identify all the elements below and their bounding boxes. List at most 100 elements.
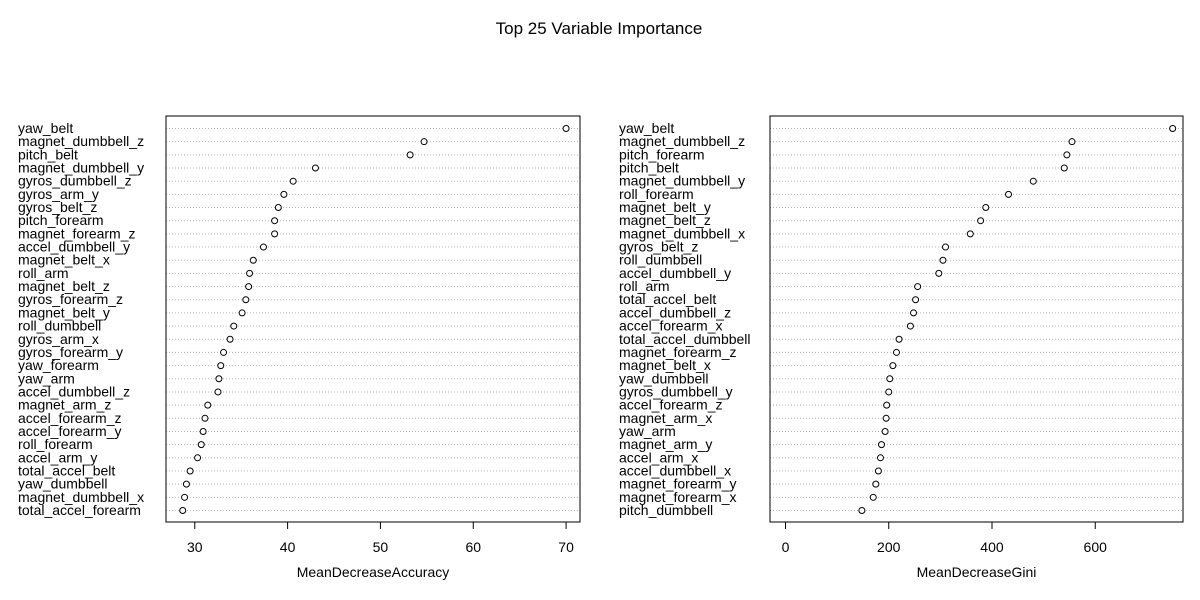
- category-label: accel_dumbbell_y: [619, 265, 731, 281]
- category-label: magnet_belt_z: [619, 212, 711, 228]
- category-label: magnet_forearm_x: [619, 489, 737, 505]
- category-label: accel_dumbbell_z: [619, 304, 731, 320]
- data-point: [246, 269, 254, 277]
- data-point: [271, 230, 279, 238]
- category-label: magnet_belt_y: [18, 304, 110, 320]
- category-label: pitch_belt: [619, 160, 679, 176]
- data-point: [280, 190, 288, 198]
- category-label: gyros_forearm_y: [18, 344, 123, 360]
- x-tick-label: 600: [1084, 539, 1108, 555]
- category-label: gyros_belt_z: [18, 199, 97, 215]
- category-label: total_accel_belt: [18, 462, 115, 478]
- x-tick-label: 400: [980, 539, 1004, 555]
- data-point: [869, 493, 877, 501]
- category-label: accel_arm_y: [18, 449, 97, 465]
- category-label: roll_dumbbell: [18, 318, 101, 334]
- data-point: [906, 322, 914, 330]
- category-label: pitch_forearm: [619, 146, 705, 162]
- plot-frame: [165, 115, 581, 523]
- x-tick-label: 60: [465, 539, 481, 555]
- data-point: [1063, 151, 1071, 159]
- data-point: [910, 309, 918, 317]
- category-label: yaw_forearm: [18, 357, 99, 373]
- data-point: [226, 335, 234, 343]
- data-point: [199, 427, 207, 435]
- plot-frame: [769, 115, 1184, 523]
- data-point: [1068, 138, 1076, 146]
- data-point: [942, 243, 950, 251]
- category-label: total_accel_belt: [619, 291, 716, 307]
- x-tick-label: 50: [373, 539, 389, 555]
- category-label: magnet_belt_x: [619, 357, 711, 373]
- category-label: magnet_arm_z: [18, 397, 111, 413]
- category-label: accel_dumbbell_y: [18, 239, 130, 255]
- data-point: [194, 454, 202, 462]
- x-tick-label: 70: [558, 539, 574, 555]
- x-tick-label: 30: [187, 539, 203, 555]
- category-label: magnet_dumbbell_z: [18, 133, 144, 149]
- data-point: [182, 480, 190, 488]
- data-point: [562, 125, 570, 132]
- category-label: yaw_arm: [619, 423, 676, 439]
- category-label: total_accel_forearm: [18, 502, 141, 518]
- category-label: gyros_belt_z: [619, 239, 698, 255]
- category-label: magnet_dumbbell_y: [619, 173, 745, 189]
- category-label: pitch_dumbbell: [619, 502, 713, 518]
- gini-panel: yaw_beltmagnet_dumbbell_zpitch_forearmpi…: [619, 115, 1184, 580]
- data-point: [889, 362, 897, 370]
- category-label: yaw_dumbbell: [619, 370, 709, 386]
- accuracy-panel: yaw_beltmagnet_dumbbell_zpitch_beltmagne…: [18, 115, 581, 580]
- category-label: accel_forearm_y: [18, 423, 122, 439]
- data-point: [914, 283, 922, 291]
- category-label: magnet_arm_y: [619, 436, 712, 452]
- data-point: [197, 441, 205, 449]
- x-tick-label: 200: [877, 539, 901, 555]
- category-label: magnet_arm_x: [619, 410, 712, 426]
- category-label: accel_forearm_z: [619, 397, 723, 413]
- data-point: [872, 480, 880, 488]
- category-label: magnet_forearm_y: [619, 476, 737, 492]
- x-tick-label: 0: [782, 539, 790, 555]
- category-label: roll_dumbbell: [619, 252, 702, 268]
- data-point: [201, 414, 209, 422]
- data-point: [274, 204, 282, 212]
- data-point: [1060, 164, 1068, 172]
- data-point: [179, 507, 187, 514]
- data-point: [1005, 190, 1013, 198]
- category-label: magnet_dumbbell_x: [18, 489, 144, 505]
- data-point: [966, 230, 974, 238]
- category-label: gyros_arm_x: [18, 331, 99, 347]
- data-point: [874, 467, 882, 475]
- category-label: roll_forearm: [619, 186, 694, 202]
- category-label: roll_forearm: [18, 436, 93, 452]
- category-label: roll_arm: [619, 278, 670, 294]
- data-point: [204, 401, 212, 409]
- chart-title: Top 25 Variable Importance: [496, 19, 703, 38]
- category-label: accel_forearm_z: [18, 410, 122, 426]
- data-point: [982, 204, 990, 212]
- category-label: yaw_belt: [619, 120, 674, 136]
- data-point: [289, 177, 297, 185]
- category-label: pitch_forearm: [18, 212, 104, 228]
- category-label: yaw_arm: [18, 370, 75, 386]
- data-point: [895, 335, 903, 343]
- data-point: [935, 269, 943, 277]
- x-tick-label: 40: [280, 539, 296, 555]
- data-point: [242, 296, 250, 304]
- data-point: [977, 217, 985, 225]
- data-point: [912, 296, 920, 304]
- data-point: [181, 493, 189, 501]
- data-point: [230, 322, 238, 330]
- category-label: magnet_forearm_z: [18, 225, 136, 241]
- data-point: [858, 507, 866, 514]
- category-label: accel_forearm_x: [619, 318, 723, 334]
- category-label: magnet_dumbbell_z: [619, 133, 745, 149]
- data-point: [186, 467, 194, 475]
- data-point: [249, 256, 257, 264]
- data-point: [215, 375, 223, 383]
- data-point: [882, 414, 890, 422]
- category-label: gyros_dumbbell_y: [619, 383, 733, 399]
- data-point: [876, 454, 884, 462]
- category-label: roll_arm: [18, 265, 69, 281]
- data-point: [245, 283, 253, 291]
